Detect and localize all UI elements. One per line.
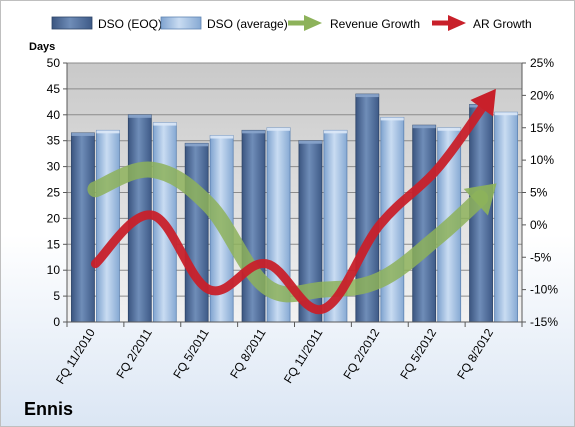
y-left-tick-label: 50 <box>47 56 61 70</box>
bar-dso-eoq <box>241 129 266 323</box>
y-right-tick-label: 5% <box>530 186 548 200</box>
x-tick-label: FQ 2/2012 <box>340 326 382 382</box>
y-right-tick-label: 15% <box>530 121 554 135</box>
y-left-tick-label: 5 <box>53 289 60 303</box>
bar-top-highlight <box>298 140 322 144</box>
y-left-tick-label: 30 <box>47 160 61 174</box>
bar-top-highlight <box>96 130 120 134</box>
trend-series <box>87 88 497 315</box>
bar-dso-eoq <box>71 132 95 323</box>
bar-top-highlight <box>128 114 152 118</box>
bar-dso-eoq <box>412 124 437 323</box>
bar-dso-average <box>494 111 518 323</box>
y-right-tick-label: 20% <box>530 88 554 102</box>
bar-top-highlight <box>153 122 177 126</box>
bar-top-highlight <box>494 112 518 116</box>
legend-label-dso-average: DSO (average) <box>207 17 288 31</box>
bar-top-highlight <box>267 127 291 131</box>
bar-top-highlight <box>380 117 404 121</box>
legend-label-revenue-growth: Revenue Growth <box>330 17 420 31</box>
trend-arrowhead-revenue-growth <box>463 183 497 216</box>
x-tick-label: FQ 11/2010 <box>53 326 98 387</box>
trend-arrowhead-ar-growth <box>470 88 496 117</box>
x-tick-label: FQ 11/2011 <box>281 326 326 386</box>
trend-line-revenue-growth <box>87 161 489 303</box>
bar-top-highlight <box>210 135 234 139</box>
y-right-tick-label: 25% <box>530 56 554 70</box>
y-axis-title: Days <box>29 41 55 53</box>
x-tick-label: FQ 5/2011 <box>170 326 212 381</box>
bar-top-highlight <box>355 94 379 98</box>
x-tick-label: FQ 5/2012 <box>397 326 439 382</box>
bar-top-highlight <box>437 127 461 131</box>
bar-top-highlight <box>71 132 95 136</box>
y-right-tick-label: -10% <box>530 283 558 297</box>
bar-top-highlight <box>242 130 266 134</box>
legend: DSO (EOQ) DSO (average) Revenue Growth A… <box>51 15 532 31</box>
y-left-tick-label: 15 <box>47 237 61 251</box>
y-left-tick-label: 10 <box>47 263 61 277</box>
bar-top-highlight <box>185 143 209 147</box>
legend-arrow-ar-growth <box>432 15 466 31</box>
legend-label-ar-growth: AR Growth <box>473 17 532 31</box>
y-right-tick-label: -15% <box>530 315 558 329</box>
legend-swatch-dso-average <box>160 16 202 30</box>
y-right-tick-label: 10% <box>530 153 554 167</box>
x-tick-label: FQ 8/2012 <box>454 326 496 382</box>
y-right-tick-label: -5% <box>530 250 552 264</box>
x-tick-label: FQ 8/2011 <box>227 326 269 381</box>
bar-top-highlight <box>412 125 436 129</box>
y-right-tick-label: 0% <box>530 218 548 232</box>
y-left-tick-label: 40 <box>47 108 61 122</box>
trend-line-ar-growth <box>90 102 488 315</box>
y-left-tick-label: 20 <box>47 211 61 225</box>
legend-label-dso-eoq: DSO (EOQ) <box>98 17 162 31</box>
bar-dso-eoq <box>184 142 209 323</box>
y-left-tick-label: 45 <box>47 82 61 96</box>
x-tick-label: FQ 2/2011 <box>113 326 155 381</box>
bar-top-highlight <box>323 130 347 134</box>
bar-dso-average <box>96 129 120 323</box>
y-left-tick-label: 25 <box>47 186 61 200</box>
legend-swatch-dso-eoq <box>51 16 93 30</box>
y-left-tick-label: 0 <box>53 315 60 329</box>
legend-arrow-revenue-growth <box>288 15 322 31</box>
brand-label: Ennis <box>24 399 73 419</box>
y-left-tick-label: 35 <box>47 134 61 148</box>
